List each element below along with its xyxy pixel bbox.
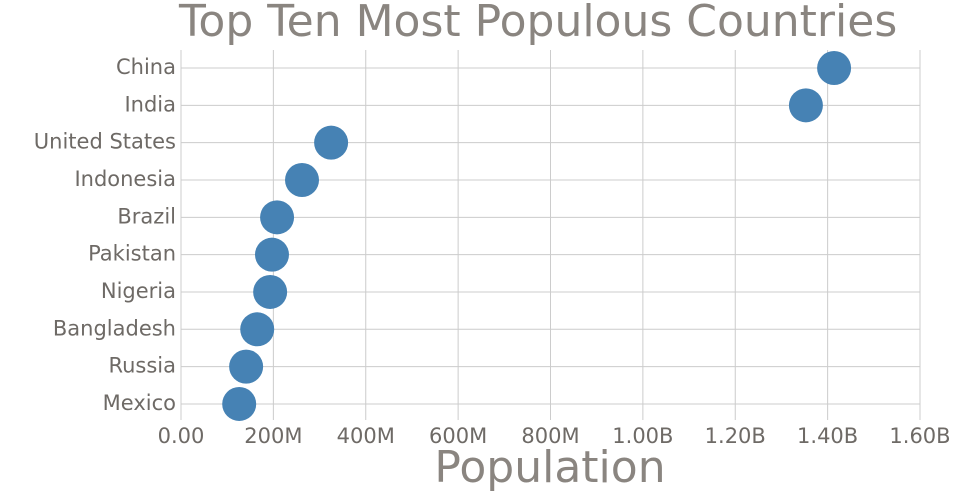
- dot: [817, 51, 852, 85]
- dot: [788, 88, 823, 123]
- y-tick-label: Pakistan: [88, 242, 176, 266]
- dot: [314, 125, 349, 160]
- chart-title: Top Ten Most Populous Countries: [178, 0, 897, 47]
- y-tick-label: United States: [34, 130, 176, 154]
- y-tick-label: Bangladesh: [53, 316, 176, 340]
- x-tick-label: 200M: [244, 424, 302, 448]
- y-tick-label: Brazil: [117, 204, 176, 228]
- x-tick-label: 1.60B: [889, 424, 950, 448]
- y-tick-label: Nigeria: [101, 279, 176, 303]
- dot: [285, 162, 320, 197]
- y-tick-label: India: [124, 92, 176, 116]
- dot: [240, 312, 275, 347]
- dot: [254, 237, 289, 272]
- dot: [253, 274, 288, 309]
- x-axis-title: Population: [434, 442, 665, 493]
- y-tick-label: Russia: [108, 354, 176, 378]
- y-tick-label: Mexico: [103, 391, 176, 415]
- x-tick-label: 800M: [521, 424, 579, 448]
- dot: [260, 200, 295, 235]
- y-tick-label: Indonesia: [74, 167, 176, 191]
- x-tick-label: 1.20B: [705, 424, 766, 448]
- y-tick-label: China: [116, 55, 176, 79]
- x-tick-label: 600M: [429, 424, 487, 448]
- x-tick-label: 400M: [337, 424, 395, 448]
- x-tick-label: 0.00: [158, 424, 205, 448]
- dot: [229, 349, 264, 384]
- x-tick-label: 1.40B: [797, 424, 858, 448]
- x-tick-label: 1.00B: [612, 424, 673, 448]
- dot: [222, 386, 257, 421]
